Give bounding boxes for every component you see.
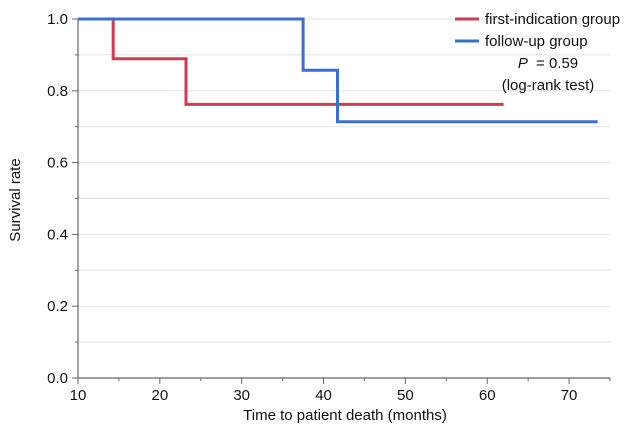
- p-value: = 0.59: [536, 55, 578, 72]
- x-tick-label: 50: [397, 387, 414, 404]
- series-line-first-indication: [78, 17, 504, 106]
- x-tick-label: 20: [152, 387, 169, 404]
- p-label: P: [518, 55, 528, 72]
- y-tick-label: 0.0: [47, 370, 68, 387]
- gridlines: [78, 18, 610, 343]
- p-value-annotation: P = 0.59 (log-rank test): [502, 55, 595, 94]
- x-tick-label: 40: [315, 387, 332, 404]
- survival-curves: [78, 17, 598, 124]
- x-axis-ticks: 10 20 30 40 50 60 70: [70, 378, 611, 404]
- x-axis-title: Time to patient death (months): [243, 407, 447, 424]
- y-axis-ticks: 0.0 0.2 0.4 0.6 0.8 1.0: [47, 11, 78, 387]
- series-line-follow-up: [78, 17, 598, 124]
- x-tick-label: 10: [70, 387, 87, 404]
- legend-label-first-indication: first-indication group: [485, 11, 620, 28]
- y-tick-label: 1.0: [47, 11, 68, 28]
- y-axis-title: Survival rate: [7, 158, 24, 241]
- test-label: (log-rank test): [502, 77, 595, 94]
- legend: first-indication group follow-up group: [455, 11, 620, 50]
- y-tick-label: 0.6: [47, 155, 68, 172]
- legend-label-follow-up: follow-up group: [485, 33, 588, 50]
- svg-text:P = 0.59: P = 0.59: [518, 55, 578, 72]
- y-tick-label: 0.2: [47, 298, 68, 315]
- x-tick-label: 30: [233, 387, 250, 404]
- x-tick-label: 60: [479, 387, 496, 404]
- x-tick-label: 70: [561, 387, 578, 404]
- y-tick-label: 0.4: [47, 226, 68, 243]
- y-tick-label: 0.8: [47, 83, 68, 100]
